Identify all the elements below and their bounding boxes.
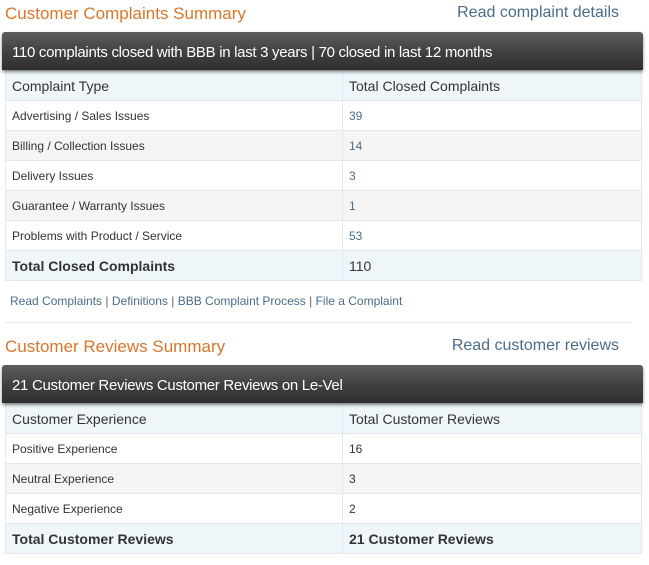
table-row: Guarantee / Warranty Issues 1 — [5, 190, 642, 221]
experience-type-cell: Positive Experience — [5, 433, 343, 464]
complaint-type-cell: Guarantee / Warranty Issues — [5, 190, 343, 221]
table-row: Problems with Product / Service 53 — [5, 220, 642, 251]
file-a-complaint-link[interactable]: File a Complaint — [315, 294, 403, 308]
experience-type-cell: Neutral Experience — [5, 463, 343, 494]
total-reviews-label: Total Customer Reviews — [5, 523, 343, 554]
link-separator: | — [105, 294, 109, 308]
link-separator: | — [309, 294, 313, 308]
complaint-count-link[interactable]: 14 — [342, 130, 642, 161]
column-header-customer-experience: Customer Experience — [5, 403, 343, 434]
table-row: Negative Experience 2 — [5, 493, 642, 524]
total-reviews-value: 21 Customer Reviews — [342, 523, 642, 554]
table-row: Neutral Experience 3 — [5, 463, 642, 494]
complaint-count-link[interactable]: 1 — [342, 190, 642, 221]
read-complaint-details-link[interactable]: Read complaint details — [457, 4, 619, 21]
table-header-row: Customer Experience Total Customer Revie… — [5, 403, 642, 434]
complaints-section: Customer Complaints Summary Read complai… — [0, 0, 649, 308]
table-row: Delivery Issues 3 — [5, 160, 642, 191]
experience-type-cell: Negative Experience — [5, 493, 343, 524]
link-separator: | — [171, 294, 175, 308]
bbb-complaint-process-link[interactable]: BBB Complaint Process — [177, 294, 306, 308]
total-closed-label: Total Closed Complaints — [5, 250, 343, 281]
complaint-type-cell: Problems with Product / Service — [5, 220, 343, 251]
read-complaints-link[interactable]: Read Complaints — [10, 294, 103, 308]
complaint-links: Read Complaints | Definitions | BBB Comp… — [10, 294, 649, 308]
complaint-count-link[interactable]: 53 — [342, 220, 642, 251]
review-count-cell: 3 — [342, 463, 642, 494]
complaint-count-link[interactable]: 39 — [342, 100, 642, 131]
table-header-row: Complaint Type Total Closed Complaints — [5, 70, 642, 101]
reviews-header: Customer Reviews Summary Read customer r… — [0, 333, 649, 365]
definitions-link[interactable]: Definitions — [111, 294, 168, 308]
reviews-title: Customer Reviews Summary — [5, 337, 226, 356]
column-header-total-closed: Total Closed Complaints — [342, 70, 642, 101]
reviews-section: Customer Reviews Summary Read customer r… — [0, 333, 649, 554]
table-row: Billing / Collection Issues 14 — [5, 130, 642, 161]
complaints-header: Customer Complaints Summary Read complai… — [0, 0, 649, 32]
table-total-row: Total Customer Reviews 21 Customer Revie… — [5, 523, 642, 554]
review-count-cell: 2 — [342, 493, 642, 524]
complaints-summary-bar: 110 complaints closed with BBB in last 3… — [2, 32, 643, 70]
complaint-type-cell: Delivery Issues — [5, 160, 343, 191]
section-divider — [5, 322, 632, 323]
table-total-row: Total Closed Complaints 110 — [5, 250, 642, 281]
column-header-complaint-type: Complaint Type — [5, 70, 343, 101]
review-count-cell: 16 — [342, 433, 642, 464]
table-row: Advertising / Sales Issues 39 — [5, 100, 642, 131]
reviews-table: Customer Experience Total Customer Revie… — [5, 403, 642, 554]
total-closed-value-link[interactable]: 110 — [342, 250, 642, 281]
complaint-type-cell: Billing / Collection Issues — [5, 130, 343, 161]
column-header-total-reviews: Total Customer Reviews — [342, 403, 642, 434]
complaints-table: Complaint Type Total Closed Complaints A… — [5, 70, 642, 281]
table-row: Positive Experience 16 — [5, 433, 642, 464]
reviews-summary-bar: 21 Customer Reviews Customer Reviews on … — [2, 365, 643, 403]
read-customer-reviews-link[interactable]: Read customer reviews — [451, 337, 619, 354]
complaint-count-link[interactable]: 3 — [342, 160, 642, 191]
complaint-type-cell: Advertising / Sales Issues — [5, 100, 343, 131]
complaints-title: Customer Complaints Summary — [5, 4, 246, 23]
